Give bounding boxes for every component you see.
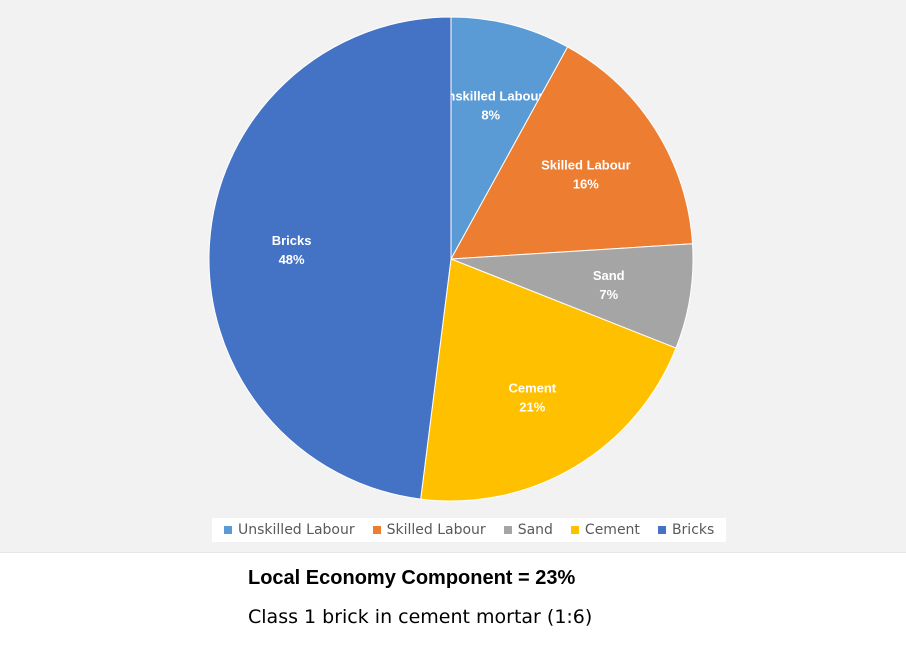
legend-swatch-unskilled-labour (224, 526, 232, 534)
chart-legend: Unskilled Labour Skilled Labour Sand Cem… (212, 518, 727, 542)
legend-item-cement: Cement (570, 522, 640, 538)
legend-swatch-cement (570, 526, 579, 534)
legend-label-cement: Cement (584, 522, 640, 538)
caption-title: Local Economy Component = 23% (248, 567, 576, 589)
legend-label-unskilled-labour: Unskilled Labour (238, 522, 355, 538)
data-label-name-sand: Sand (593, 268, 625, 283)
legend-swatch-skilled-labour (372, 526, 381, 534)
legend-swatch-bricks (657, 526, 666, 534)
pie-slice-skilled-labour (450, 46, 694, 260)
legend-item-sand: Sand (503, 522, 553, 538)
data-label-name-skilled-labour: Skilled Labour (541, 157, 631, 172)
pie-chart: Unskilled Labour 8% Skilled Labour 16% Sand 7… (0, 0, 906, 553)
caption-subtitle: Class 1 brick in cement mortar (1:6) (248, 606, 593, 628)
legend-label-bricks: Bricks (671, 522, 715, 538)
pie-slice-sand (450, 243, 694, 349)
pie-slice-bricks (208, 16, 452, 500)
legend-label-skilled-labour: Skilled Labour (386, 522, 486, 538)
data-label-name-bricks: Bricks (272, 233, 312, 248)
data-label-value-cement: 21% (519, 399, 545, 414)
data-label-value-bricks: 48% (279, 252, 305, 267)
data-label-value-sand: 7% (599, 287, 618, 302)
data-label-value-unskilled-labour: 8% (481, 107, 500, 122)
legend-swatch-sand (503, 526, 512, 534)
pie-slice-unskilled-labour (450, 16, 569, 260)
legend-item-skilled-labour: Skilled Labour (372, 522, 486, 538)
data-label-name-cement: Cement (508, 380, 556, 395)
data-label-name-unskilled-labour: Unskilled Labour (438, 88, 543, 103)
pie-plot-area: Unskilled Labour 8% Skilled Labour 16% Sand 7… (208, 16, 694, 502)
legend-item-bricks: Bricks (657, 522, 715, 538)
pie-slice-cement (420, 258, 677, 502)
data-label-value-skilled-labour: 16% (573, 176, 599, 191)
legend-item-unskilled-labour: Unskilled Labour (224, 522, 355, 538)
legend-label-sand: Sand (517, 522, 553, 538)
